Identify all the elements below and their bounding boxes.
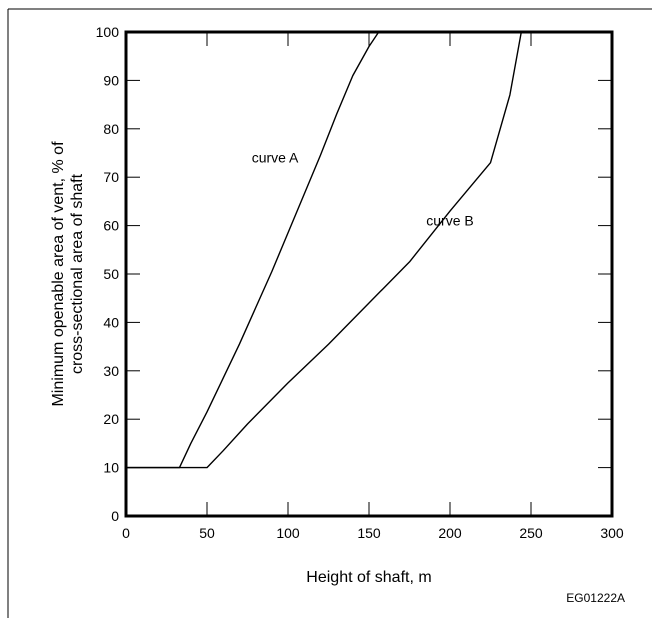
y-tick-label: 90 [103, 72, 119, 88]
curve-label-a: curve A [252, 150, 299, 166]
curve-label-b: curve B [426, 213, 473, 229]
y-tick-label: 10 [103, 460, 119, 476]
series-line-curve-b [126, 31, 522, 469]
y-tick-label: 70 [103, 169, 119, 185]
y-tick-label: 30 [103, 363, 119, 379]
plot-area-frame [124, 30, 614, 518]
series-line-curve-a [126, 31, 380, 469]
axis-tick-labels: 0 50 100 150 200 250 300 0 10 20 30 40 50 60 70 80 90 100 [96, 24, 624, 541]
x-tick-label: 200 [438, 525, 462, 541]
y-tick-label: 40 [103, 314, 119, 330]
y-axis-label-line-2: cross-sectional area of shaft [69, 173, 86, 374]
figure-code: EG01222A [566, 591, 625, 605]
y-tick-label: 100 [96, 24, 120, 40]
series-layer [126, 31, 522, 469]
x-tick-label: 250 [519, 525, 543, 541]
y-tick-label: 80 [103, 121, 119, 137]
x-tick-label: 0 [122, 525, 130, 541]
y-axis-label: Minimum openable area of vent, % of [50, 141, 67, 407]
x-tick-label: 100 [276, 525, 300, 541]
x-tick-label: 50 [199, 525, 215, 541]
x-axis-label: Height of shaft, m [306, 569, 431, 586]
y-tick-label: 20 [103, 411, 119, 427]
y-tick-label: 50 [103, 266, 119, 282]
y-tick-label: 0 [111, 508, 119, 524]
annotation-layer: curve A curve B [252, 150, 474, 229]
x-tick-label: 150 [357, 525, 381, 541]
x-tick-label: 300 [600, 525, 624, 541]
axis-ticks [125, 31, 613, 517]
y-tick-label: 60 [103, 218, 119, 234]
